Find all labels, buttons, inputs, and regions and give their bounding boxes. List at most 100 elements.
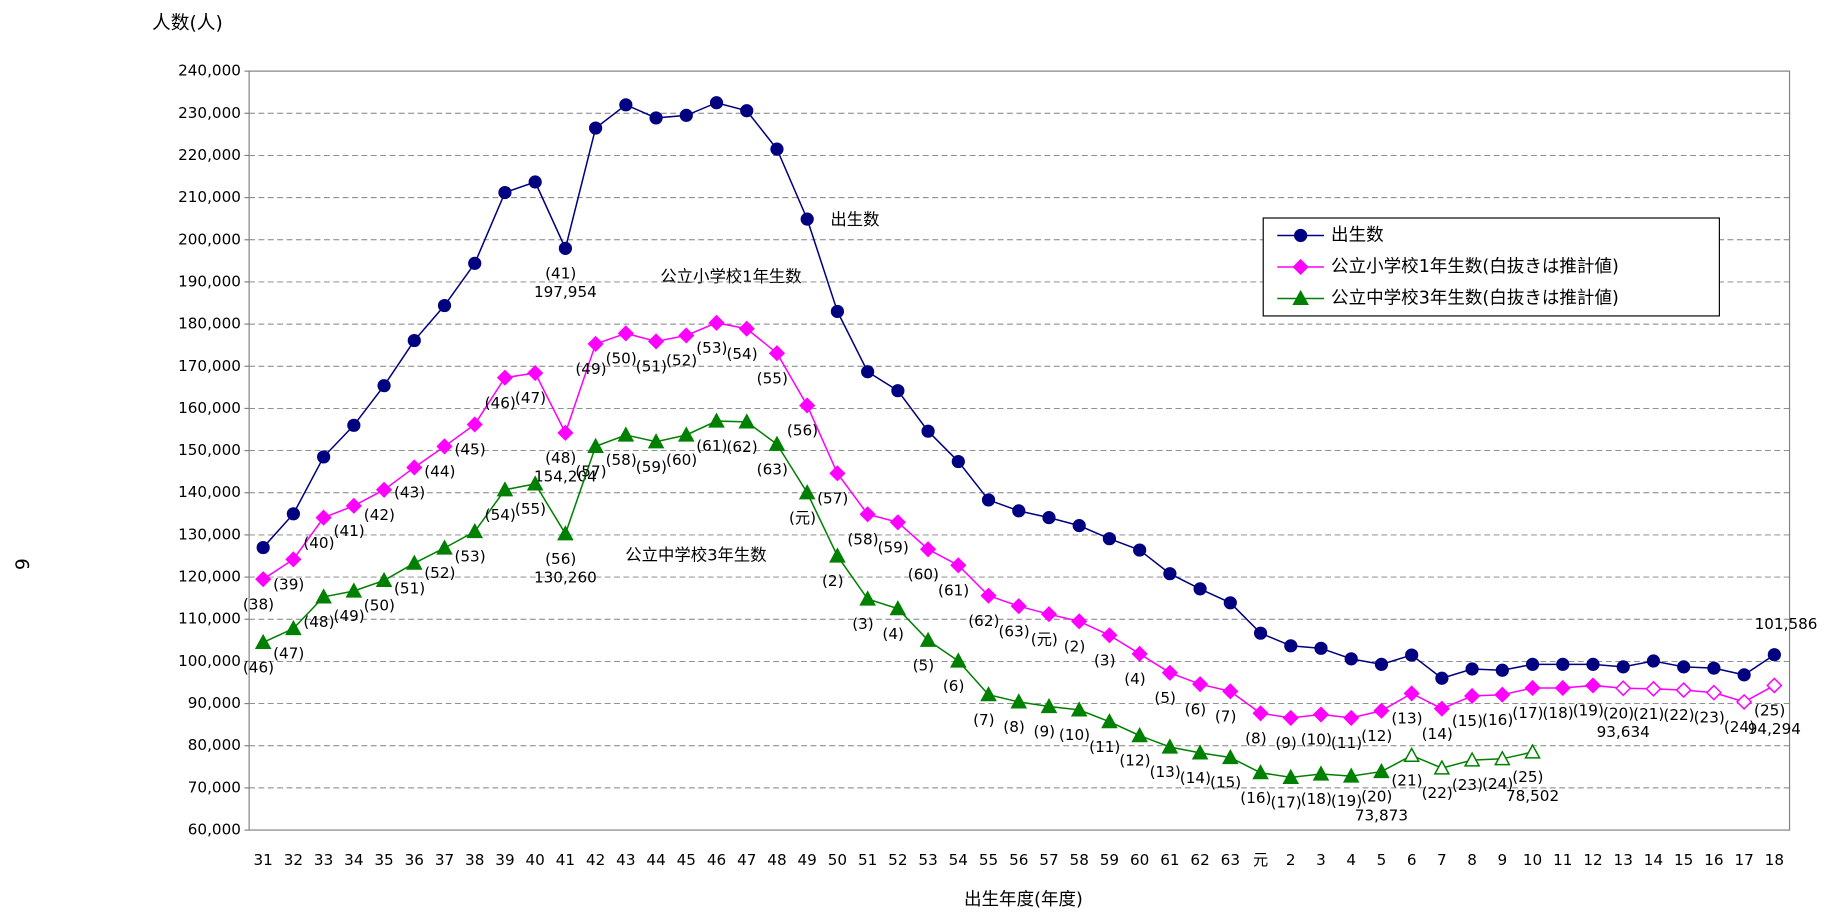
point-label: (元) [1031,630,1058,648]
data-point [1252,705,1269,722]
data-point [1405,648,1419,662]
point-label: (51) [394,579,425,597]
data-point [951,454,965,469]
x-tick-label: 59 [1100,851,1119,869]
point-label: (57) [575,463,606,481]
data-point [1646,654,1661,668]
data-point [1312,765,1330,781]
x-tick-label: 49 [798,851,817,869]
data-point [950,652,967,668]
point-label: (62) [968,612,999,630]
point-label: (41) [545,265,576,283]
y-tick-label: 70,000 [188,778,241,796]
annotation: 公立小学校1年生数 [660,267,801,286]
point-label: (12) [1361,727,1392,745]
data-point [1344,652,1358,666]
data-point [1736,693,1753,710]
point-label: (62) [726,438,757,456]
data-point [738,320,755,337]
y-tick-label: 230,000 [178,104,241,122]
x-tick-label: 14 [1644,851,1663,869]
point-label: (19) [1331,792,1362,810]
data-point [347,418,361,432]
data-point [1463,751,1481,767]
x-tick-label: 36 [405,851,424,869]
data-point [1193,582,1207,596]
data-point [1133,543,1147,557]
legend-label: 出生数 [1331,226,1384,246]
data-point [981,493,996,507]
data-point [1222,748,1239,765]
data-label: 73,873 [1355,806,1408,824]
point-label: (40) [303,534,334,552]
x-tick-label: 52 [888,851,907,869]
data-point [679,108,693,122]
point-label: (46) [485,394,516,412]
data-point [1312,706,1330,723]
x-tick-label: 13 [1614,851,1633,869]
point-label: (22) [1663,706,1694,724]
y-tick-label: 220,000 [178,146,241,164]
x-tick-label: 16 [1704,851,1723,869]
data-point [800,212,814,226]
data-point [1433,759,1451,775]
point-label: (45) [454,441,485,459]
point-label: (61) [938,581,969,599]
data-point [589,121,603,135]
point-label: (17) [1512,704,1543,722]
data-point [345,497,362,514]
data-point [285,619,302,636]
data-point [377,379,391,393]
x-tick-label: 35 [374,851,393,869]
x-tick-label: 11 [1553,851,1572,869]
point-label: (22) [1422,784,1453,802]
y-tick-label: 200,000 [178,230,241,248]
data-point [1766,677,1783,694]
data-point [919,631,937,647]
point-label: (18) [1543,704,1574,722]
data-point [830,304,845,319]
data-point [1102,532,1117,546]
x-tick-label: 61 [1160,851,1179,869]
data-point [436,438,453,455]
data-point [1433,700,1450,717]
y-tick-label: 80,000 [188,736,241,754]
x-tick-label: 18 [1765,851,1784,869]
point-label: (14) [1422,725,1453,743]
y-tick-label: 110,000 [178,610,241,628]
x-tick-label: 44 [646,851,665,869]
data-point [496,369,514,386]
data-point [375,571,393,588]
data-point [1524,679,1541,697]
point-label: (51) [636,358,667,376]
data-point [740,104,754,118]
data-point [1192,676,1209,693]
point-label: (44) [424,463,455,481]
data-point [1161,738,1179,754]
data-point [1040,606,1058,623]
legend-marker [1294,228,1308,243]
data-point [1767,648,1781,662]
data-point [1282,709,1299,726]
x-tick-label: 53 [918,851,937,869]
x-tick-label: 15 [1674,851,1693,869]
data-point [1252,764,1269,780]
point-label: (5) [1154,689,1176,707]
point-label: (47) [273,645,304,663]
data-label: 197,954 [534,283,597,301]
x-tick-label: 41 [556,851,575,869]
data-point [1342,767,1360,783]
data-label: 94,294 [1748,720,1801,738]
point-label: (12) [1119,752,1150,770]
data-point [498,185,512,200]
data-label: 154,204 [534,468,597,486]
data-point [466,416,483,433]
point-label: (50) [606,350,637,368]
point-label: (55) [515,500,546,518]
data-point [256,540,270,555]
point-label: (21) [1391,772,1422,790]
data-label: 101,586 [1755,615,1818,633]
x-tick-label: 9 [1498,851,1508,869]
data-point [528,175,542,189]
